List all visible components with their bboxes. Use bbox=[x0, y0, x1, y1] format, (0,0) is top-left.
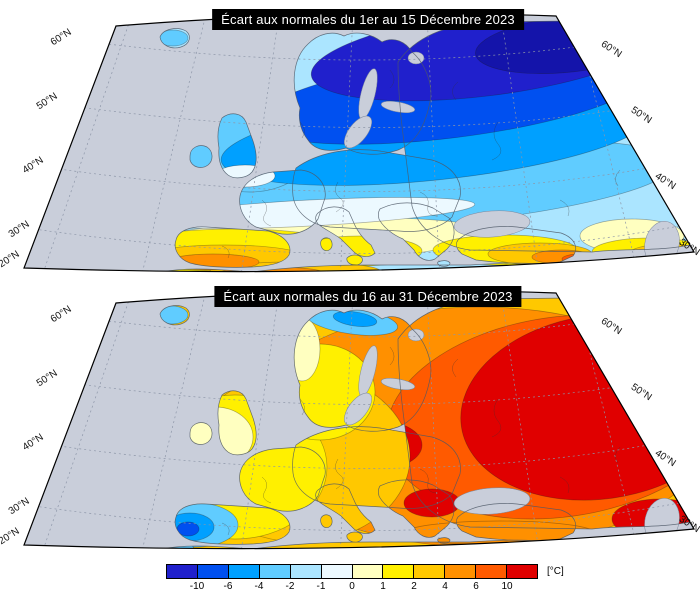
map-first-half bbox=[23, 12, 695, 273]
colorbar-segment bbox=[383, 565, 415, 578]
colorbar-segment bbox=[352, 565, 384, 578]
colorbar-tick: -10 bbox=[189, 581, 205, 592]
colorbar-ticks: -10 -6 -4 -2 -1 0 1 2 4 6 10 bbox=[166, 581, 538, 593]
anomaly-maps-graphic bbox=[23, 12, 695, 550]
colorbar-tick: 1 bbox=[380, 581, 386, 592]
colorbar-unit-label: [°C] bbox=[547, 566, 564, 577]
colorbar-bar bbox=[166, 564, 538, 579]
map-title-second-half: Écart aux normales du 16 au 31 Décembre … bbox=[214, 286, 522, 307]
colorbar-segment bbox=[476, 565, 508, 578]
colorbar-segment bbox=[167, 565, 198, 578]
colorbar-segment bbox=[290, 565, 322, 578]
colorbar-segment bbox=[197, 565, 229, 578]
colorbar-tick: -1 bbox=[316, 581, 326, 592]
colorbar-tick: 6 bbox=[473, 581, 479, 592]
colorbar-tick: 2 bbox=[411, 581, 417, 592]
colorbar-tick: -4 bbox=[254, 581, 264, 592]
colorbar-tick: 10 bbox=[501, 581, 513, 592]
colorbar-segment bbox=[414, 565, 446, 578]
colorbar-tick: -2 bbox=[285, 581, 295, 592]
colorbar-segment bbox=[259, 565, 291, 578]
colorbar-segment bbox=[228, 565, 260, 578]
colorbar-segment bbox=[321, 565, 353, 578]
colorbar-tick: -6 bbox=[223, 581, 233, 592]
colorbar-segment bbox=[445, 565, 477, 578]
colorbar-tick: 0 bbox=[349, 581, 355, 592]
map-title-first-half: Écart aux normales du 1er au 15 Décembre… bbox=[212, 9, 524, 30]
colorbar-tick: 4 bbox=[442, 581, 448, 592]
colorbar-segment bbox=[507, 565, 538, 578]
colorbar: -10 -6 -4 -2 -1 0 1 2 4 6 10 [°C] bbox=[166, 564, 606, 596]
map-second-half bbox=[23, 289, 695, 550]
